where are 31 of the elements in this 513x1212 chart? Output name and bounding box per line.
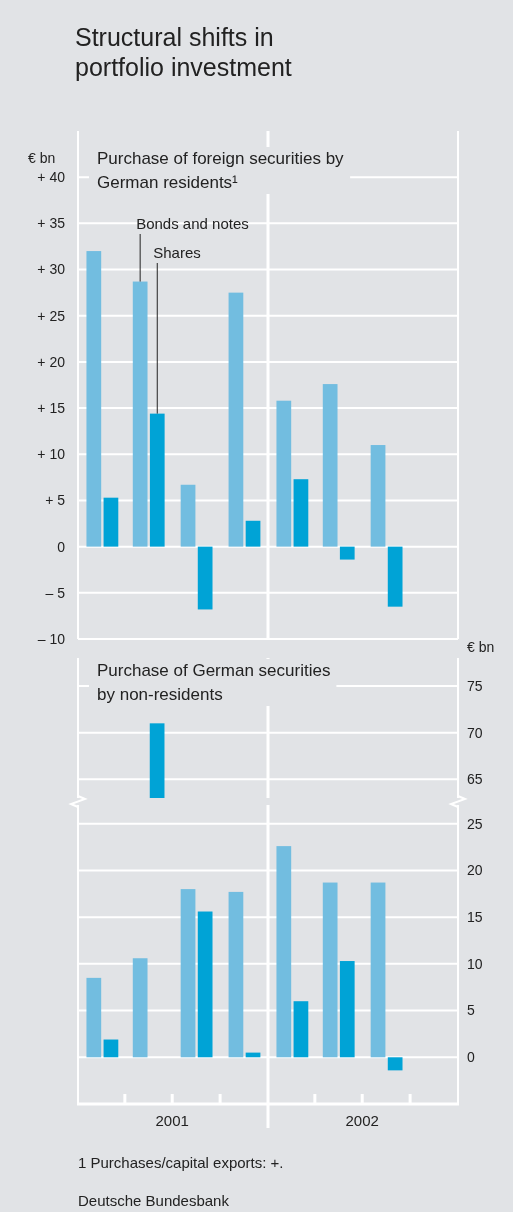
y-tick-label: + 10 [37, 446, 66, 463]
text: 1 Purchases/capital exports: +. [78, 1154, 284, 1171]
y2-tick-label: 15 [467, 909, 483, 926]
chart-title: Structural shifts in portfolio investment [75, 23, 292, 81]
text: Purchase of German securities by non-residents [97, 661, 331, 704]
y2-tick-label: 65 [467, 771, 483, 788]
y-tick-label: – 10 [37, 630, 66, 647]
y2-tick-label: 75 [467, 677, 483, 694]
y2-tick-label: 10 [467, 955, 483, 972]
text: Deutsche Bundesbank [78, 1192, 230, 1209]
y2-tick-label: 5 [467, 1002, 475, 1019]
y2-tick-label: 70 [467, 724, 483, 741]
y-tick-label: + 15 [37, 399, 66, 416]
text: Shares [153, 244, 201, 261]
y-tick-label: + 40 [37, 169, 66, 186]
y2-tick-label: 0 [467, 1049, 475, 1066]
y-tick-label: – 5 [45, 584, 66, 601]
y-tick-label: + 30 [37, 261, 66, 278]
text: Bonds and notes [136, 215, 249, 232]
y2-axis-title: € bn [467, 639, 495, 655]
y-tick-label: + 5 [45, 492, 66, 509]
y-tick-label: + 20 [37, 353, 66, 370]
y-tick-label: + 35 [37, 215, 66, 232]
y-tick-label: 0 [57, 538, 66, 555]
x-tick-label: 2001 [155, 1112, 189, 1129]
y2-tick-label: 20 [467, 862, 483, 879]
y-axis-title: € bn [28, 150, 56, 167]
text: Purchase of foreign securities by German residents¹ [97, 149, 345, 192]
y2-tick-label: 25 [467, 815, 483, 832]
y-tick-label: + 25 [37, 307, 66, 324]
x-tick-label: 2002 [345, 1112, 379, 1129]
